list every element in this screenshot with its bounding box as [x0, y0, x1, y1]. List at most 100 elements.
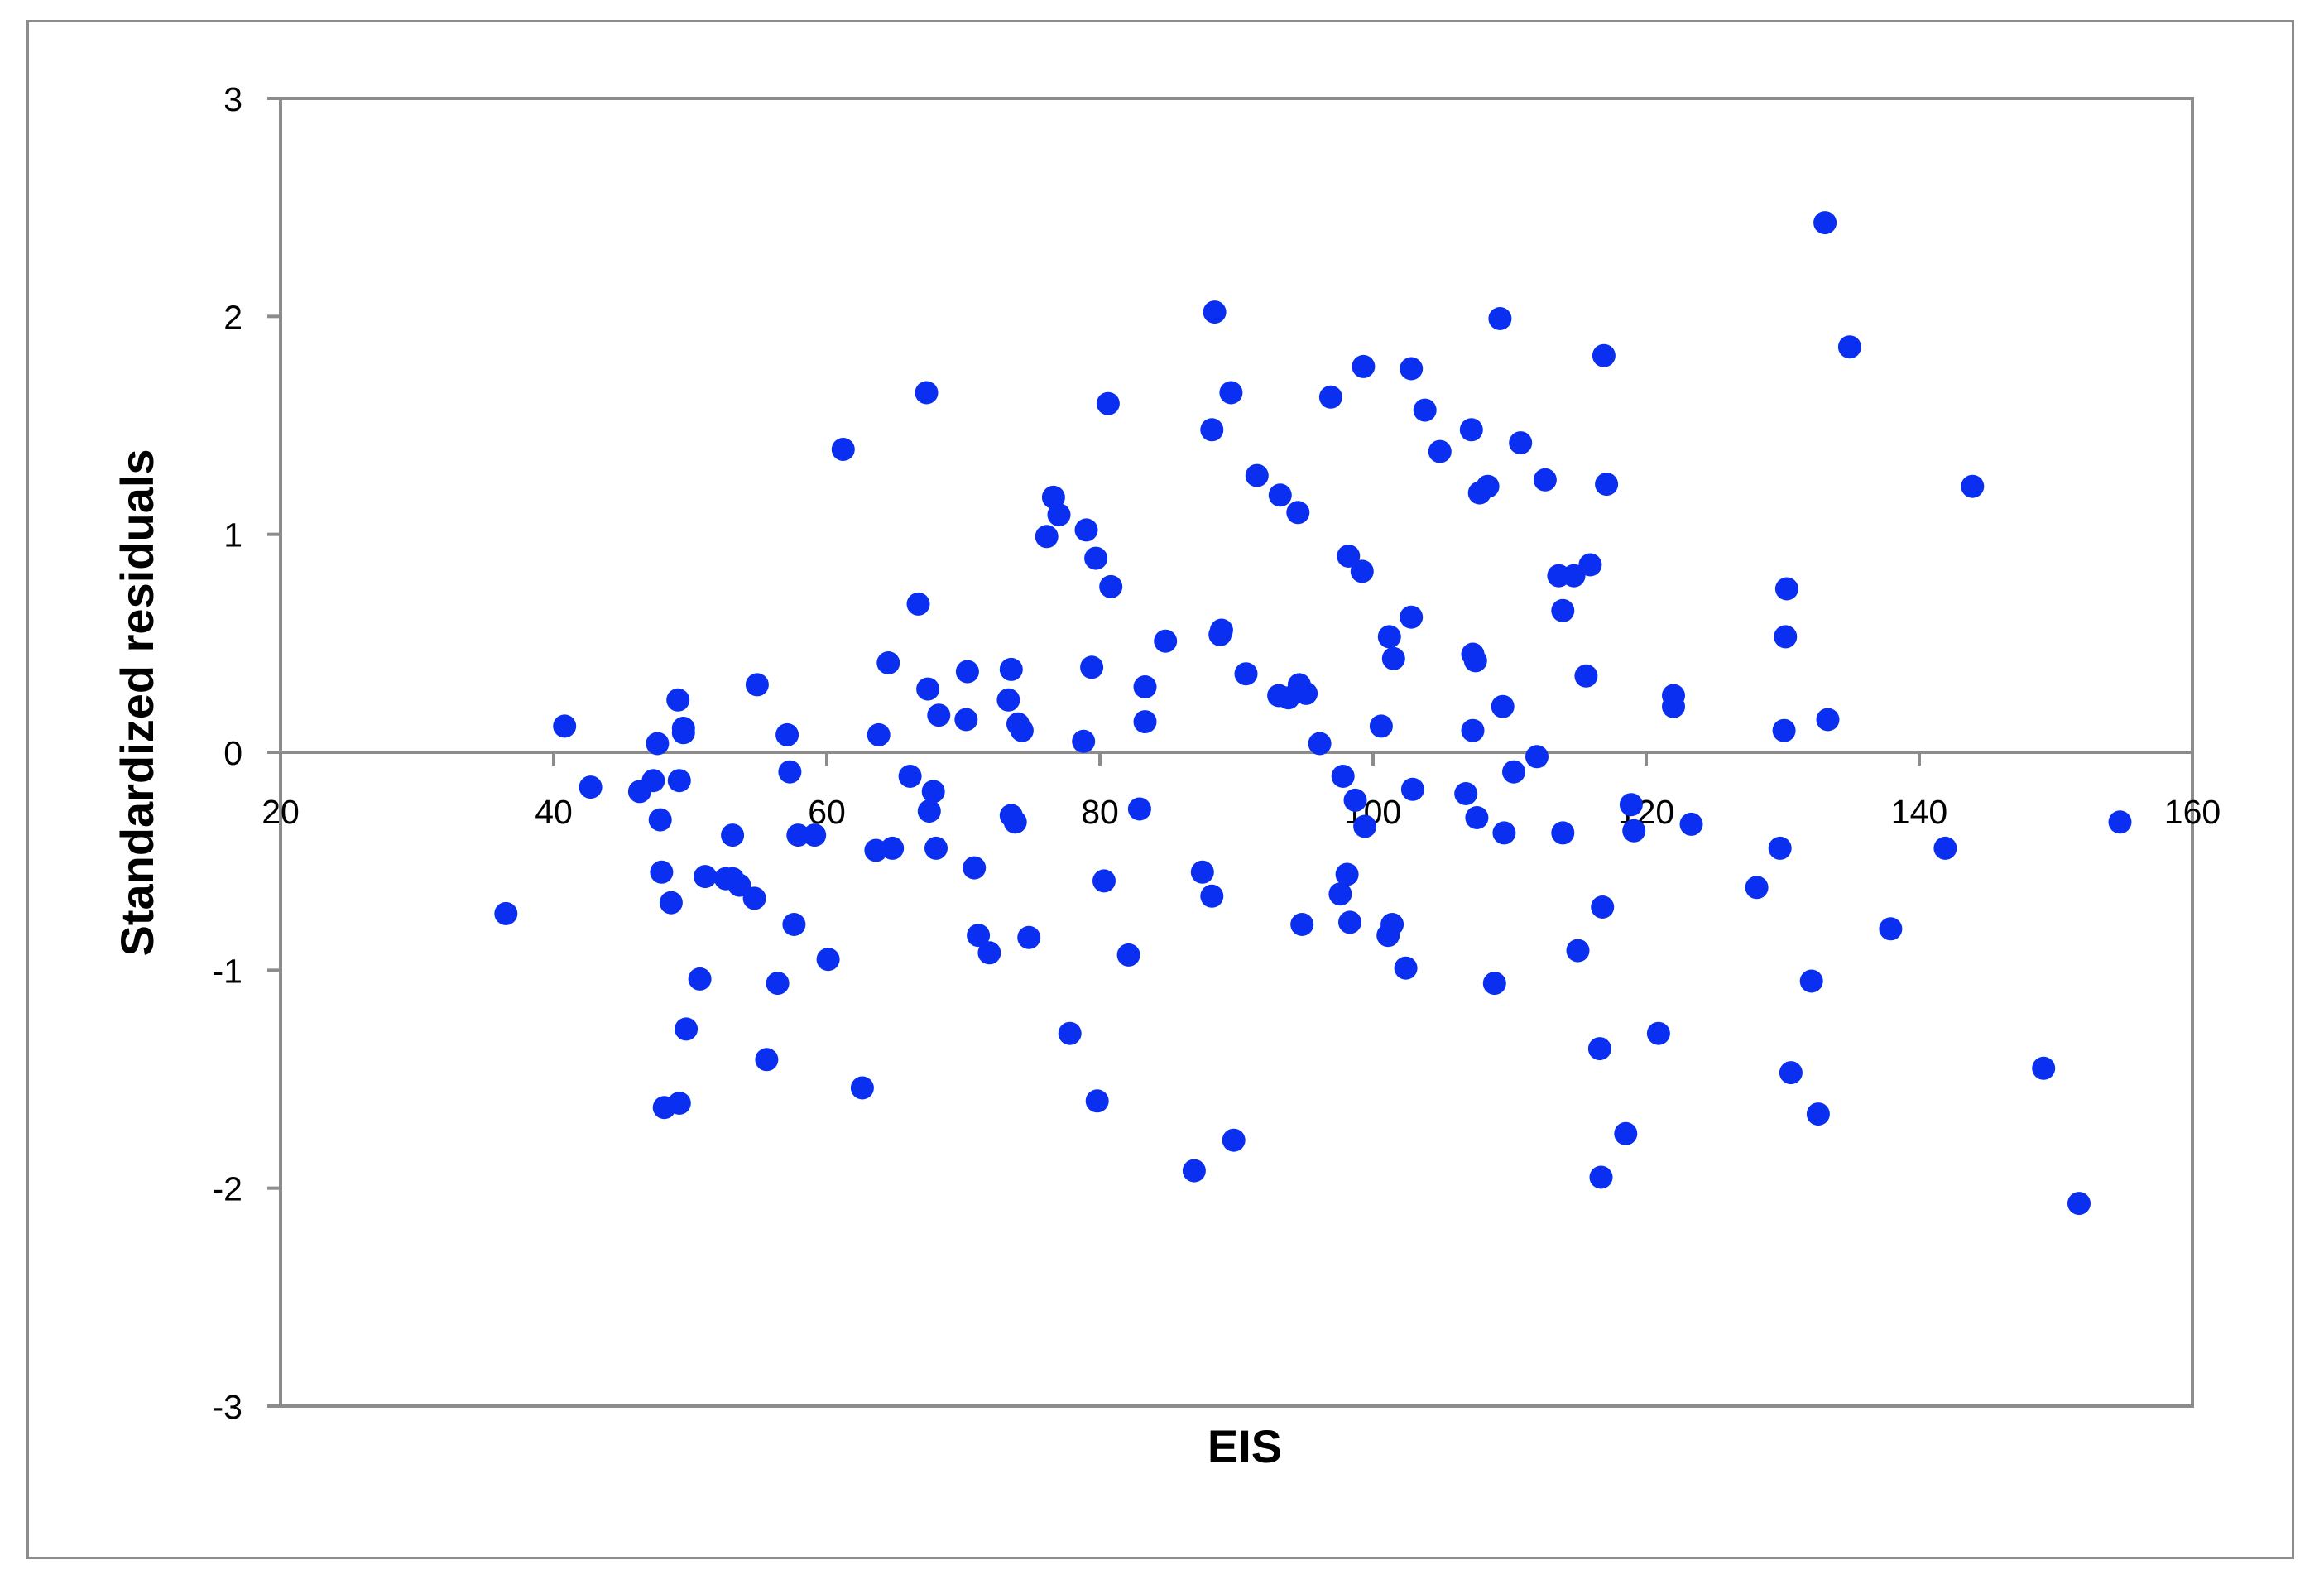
- data-point: [641, 769, 665, 793]
- data-point: [1308, 732, 1332, 756]
- data-point: [1476, 474, 1500, 498]
- data-point: [1492, 821, 1516, 845]
- data-point: [1331, 765, 1355, 788]
- data-point: [1133, 710, 1157, 734]
- data-point: [1010, 718, 1034, 742]
- data-point: [867, 722, 891, 746]
- y-tick-label: -2: [213, 1170, 242, 1208]
- x-tick-label: 20: [262, 793, 300, 831]
- data-point: [648, 808, 672, 832]
- data-point: [1774, 625, 1798, 649]
- data-point: [1080, 655, 1104, 679]
- data-point: [831, 438, 855, 461]
- data-point: [967, 924, 991, 948]
- data-point: [1400, 357, 1424, 381]
- data-point: [1482, 972, 1506, 996]
- data-point: [1933, 836, 1957, 860]
- data-point: [1837, 335, 1861, 359]
- data-point: [1502, 760, 1525, 784]
- data-point: [650, 860, 674, 884]
- data-point: [1203, 300, 1227, 324]
- x-tick-label: 140: [1891, 793, 1947, 831]
- data-point: [881, 836, 905, 860]
- data-point: [1085, 1089, 1109, 1113]
- data-point: [553, 714, 577, 738]
- y-tick-label: 2: [223, 298, 242, 336]
- data-point: [1350, 559, 1374, 583]
- data-point: [1035, 525, 1059, 549]
- x-axis-title: EIS: [1208, 1420, 1282, 1472]
- x-tick-label: 80: [1081, 793, 1119, 831]
- data-point: [1092, 869, 1116, 893]
- data-point: [1768, 836, 1792, 860]
- data-point: [906, 592, 930, 616]
- data-point: [2067, 1192, 2091, 1216]
- data-point: [1328, 882, 1352, 906]
- x-tick-label: 160: [2164, 793, 2221, 831]
- data-point: [1622, 819, 1646, 843]
- data-point: [1562, 564, 1586, 588]
- data-point: [1879, 917, 1903, 941]
- data-point: [1574, 664, 1598, 688]
- data-point: [1813, 211, 1837, 235]
- data-point: [1072, 729, 1096, 753]
- data-point: [1592, 343, 1616, 367]
- data-point: [954, 708, 978, 732]
- data-point: [816, 948, 840, 972]
- data-point: [659, 891, 683, 915]
- data-point: [694, 865, 718, 889]
- data-point: [1578, 553, 1602, 577]
- data-point: [667, 1092, 691, 1115]
- data-point: [1353, 814, 1377, 838]
- data-point: [1459, 418, 1483, 442]
- data-point: [1337, 545, 1361, 568]
- data-point: [1454, 782, 1478, 805]
- data-point: [1662, 694, 1685, 718]
- y-tick-label: 0: [223, 734, 242, 772]
- data-point: [917, 799, 941, 823]
- data-point: [742, 886, 766, 910]
- data-point: [1428, 439, 1452, 463]
- data-point: [955, 660, 979, 684]
- data-point: [1525, 745, 1549, 769]
- data-point: [675, 1017, 699, 1041]
- data-point: [646, 732, 670, 756]
- data-point: [766, 972, 790, 996]
- data-point: [1017, 925, 1041, 949]
- data-point: [1338, 910, 1361, 934]
- data-point: [1209, 618, 1233, 642]
- x-tick-labels: 20 40 60 80 100 120 140 160: [262, 793, 2221, 831]
- data-point: [1551, 598, 1575, 622]
- y-tick-labels: -3 -2 -1 0 1 2 3: [213, 80, 242, 1426]
- data-point: [916, 677, 940, 701]
- data-point: [1127, 797, 1151, 821]
- data-point: [1551, 821, 1575, 845]
- data-point: [1318, 385, 1342, 409]
- data-point: [876, 651, 900, 674]
- data-point: [1961, 474, 1985, 498]
- data-point: [1679, 812, 1703, 836]
- data-point: [1619, 793, 1643, 817]
- data-point: [915, 381, 939, 405]
- y-tick-label: 3: [223, 80, 242, 118]
- data-points: [494, 211, 2132, 1216]
- data-point: [1488, 307, 1512, 330]
- data-point: [1772, 718, 1796, 742]
- data-point: [1491, 694, 1515, 718]
- data-point: [1200, 884, 1224, 908]
- data-point: [1058, 1021, 1082, 1045]
- data-point: [1190, 860, 1214, 884]
- data-point: [1509, 431, 1533, 455]
- data-point: [1245, 463, 1269, 487]
- data-point: [1400, 605, 1424, 629]
- data-point: [1533, 468, 1557, 492]
- data-point: [1222, 1128, 1246, 1152]
- y-axis-title: Standardized residuals: [111, 449, 163, 956]
- data-point: [1394, 956, 1418, 980]
- data-point: [778, 760, 802, 784]
- data-point: [996, 688, 1020, 712]
- data-point: [1816, 708, 1840, 732]
- data-point: [1595, 473, 1619, 497]
- data-point: [745, 673, 769, 697]
